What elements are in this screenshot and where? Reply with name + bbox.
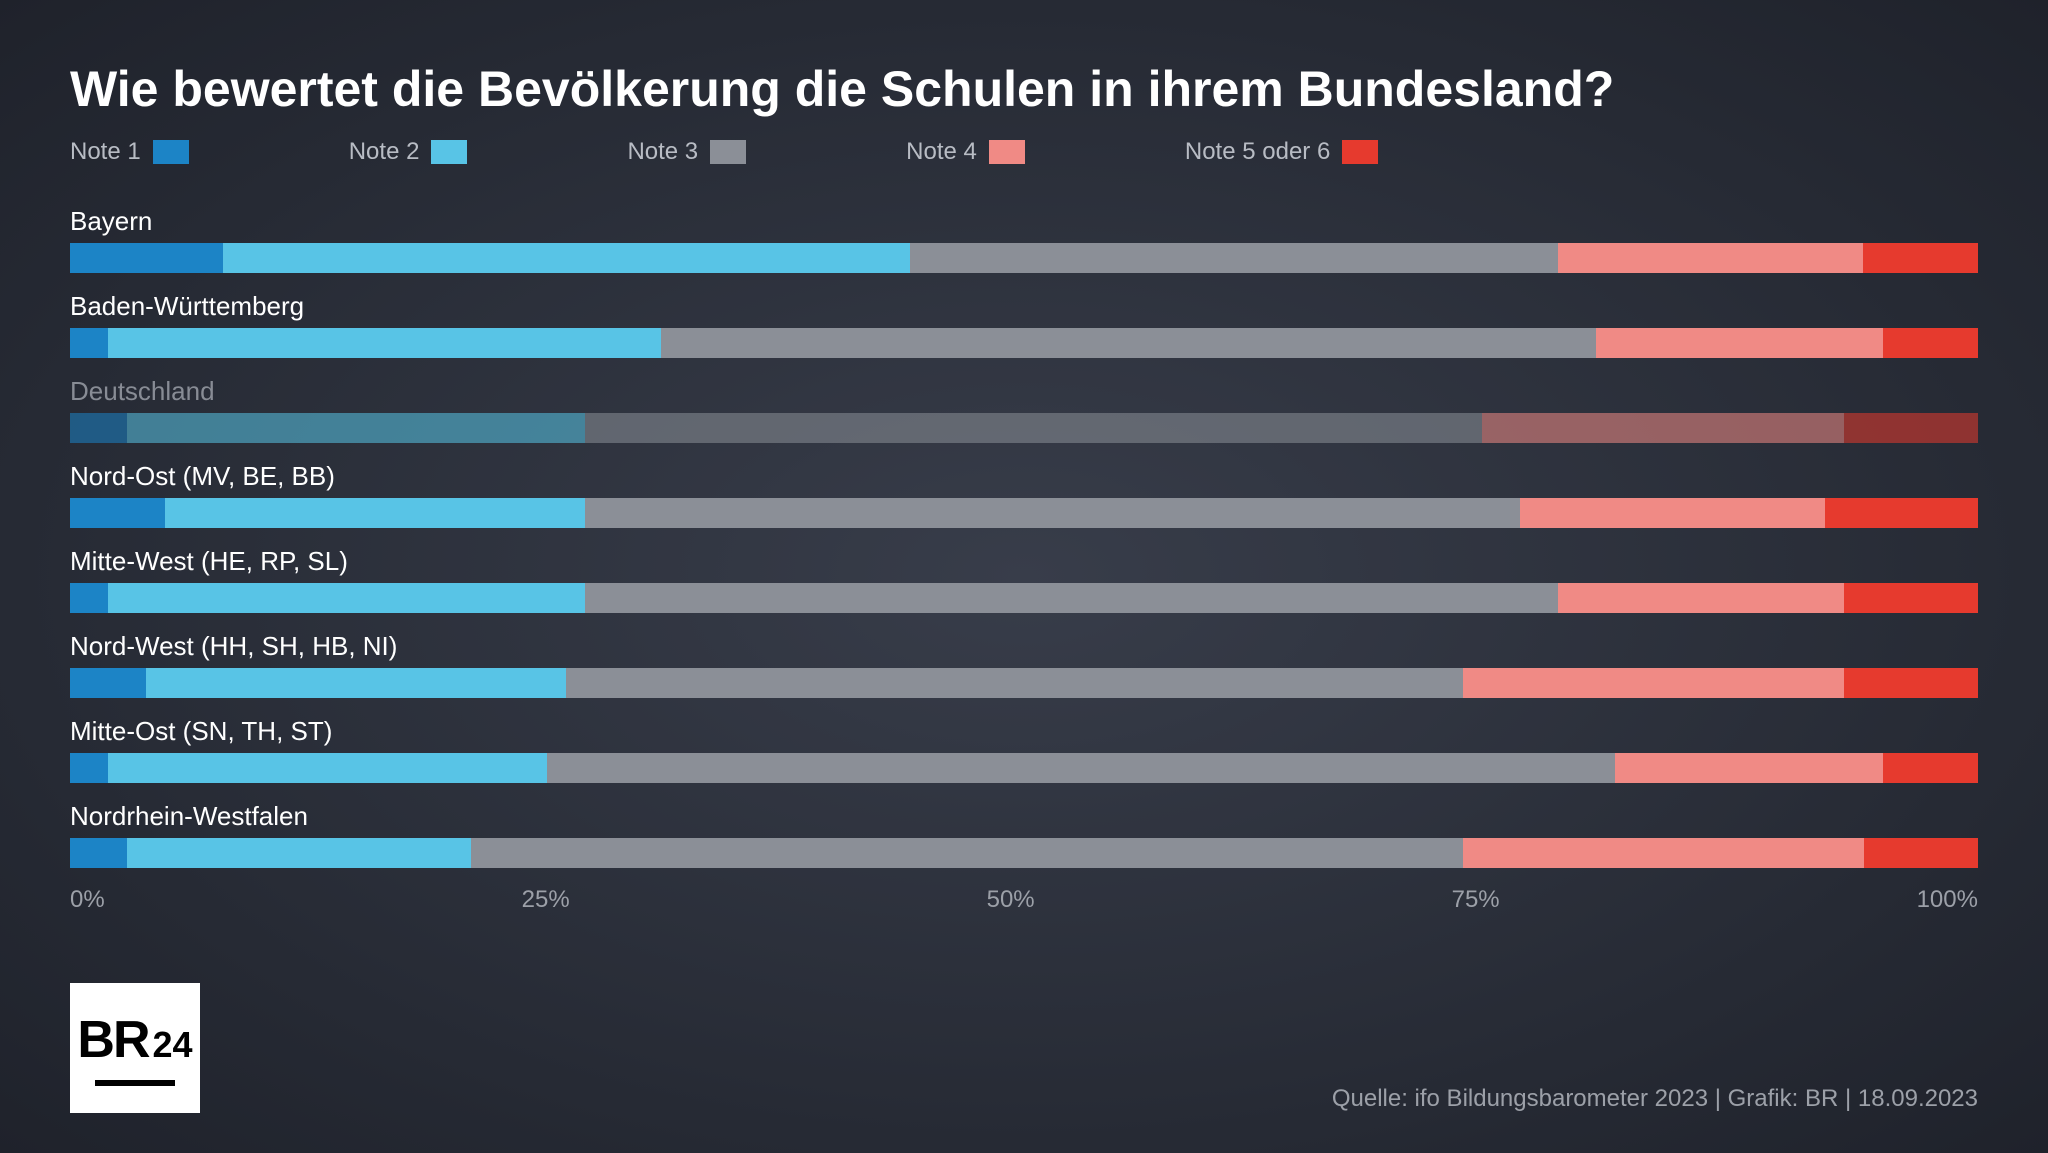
x-tick-label: 25% — [522, 886, 570, 914]
bar-segment — [1825, 498, 1978, 528]
stacked-bar — [70, 498, 1978, 528]
x-tick-label: 50% — [987, 886, 1035, 914]
stacked-bar — [70, 668, 1978, 698]
bar-segment — [1864, 838, 1978, 868]
bar-segment — [585, 583, 1558, 613]
legend-label: Note 5 oder 6 — [1185, 138, 1330, 166]
bar-row-label: Nordrhein-Westfalen — [70, 801, 1978, 832]
bar-segment — [1863, 243, 1977, 273]
x-tick-label: 100% — [1917, 886, 1978, 914]
logo-br-text: BR — [77, 1010, 148, 1070]
bar-chart: Bayern Baden-Württemberg Deutschland Nord-O… — [70, 206, 1978, 868]
legend-swatch — [431, 140, 467, 164]
bar-segment — [585, 498, 1520, 528]
bar-row-label: Bayern — [70, 206, 1978, 237]
bar-segment — [127, 413, 585, 443]
footer: BR 24 Quelle: ifo Bildungsbarometer 2023… — [70, 983, 1978, 1113]
stacked-bar — [70, 243, 1978, 273]
bar-segment — [70, 753, 108, 783]
bar-segment — [661, 328, 1596, 358]
bar-segment — [1463, 668, 1845, 698]
bar-row: Mitte-Ost (SN, TH, ST) — [70, 716, 1978, 783]
bar-segment — [1844, 668, 1978, 698]
bar-row: Nordrhein-Westfalen — [70, 801, 1978, 868]
bar-segment — [127, 838, 470, 868]
bar-segment — [70, 243, 223, 273]
bar-row: Deutschland — [70, 376, 1978, 443]
legend-swatch — [989, 140, 1025, 164]
bar-segment — [70, 413, 127, 443]
bar-segment — [1482, 413, 1845, 443]
bar-segment — [146, 668, 566, 698]
legend-swatch — [153, 140, 189, 164]
bar-segment — [1883, 753, 1978, 783]
bar-segment — [165, 498, 585, 528]
bar-segment — [910, 243, 1559, 273]
bar-row-label: Nord-Ost (MV, BE, BB) — [70, 461, 1978, 492]
bar-row: Nord-West (HH, SH, HB, NI) — [70, 631, 1978, 698]
legend-swatch — [1342, 140, 1378, 164]
legend-item: Note 5 oder 6 — [1185, 138, 1378, 166]
bar-row: Nord-Ost (MV, BE, BB) — [70, 461, 1978, 528]
br24-logo: BR 24 — [70, 983, 200, 1113]
bar-segment — [1844, 583, 1978, 613]
legend-label: Note 1 — [70, 138, 141, 166]
bar-segment — [70, 498, 165, 528]
legend-label: Note 4 — [906, 138, 977, 166]
bar-segment — [1844, 413, 1978, 443]
legend-item: Note 1 — [70, 138, 189, 166]
bar-segment — [566, 668, 1463, 698]
legend-label: Note 3 — [627, 138, 698, 166]
stacked-bar — [70, 753, 1978, 783]
bar-row: Baden-Württemberg — [70, 291, 1978, 358]
bar-segment — [70, 838, 127, 868]
stacked-bar — [70, 413, 1978, 443]
stacked-bar — [70, 328, 1978, 358]
bar-segment — [1596, 328, 1882, 358]
bar-segment — [223, 243, 910, 273]
bar-row-label: Deutschland — [70, 376, 1978, 407]
stacked-bar — [70, 583, 1978, 613]
bar-row-label: Baden-Württemberg — [70, 291, 1978, 322]
bar-segment — [1558, 243, 1863, 273]
source-text: Quelle: ifo Bildungsbarometer 2023 | Gra… — [1332, 1085, 1978, 1113]
bar-segment — [1615, 753, 1882, 783]
bar-segment — [108, 583, 585, 613]
logo-underline — [95, 1080, 175, 1086]
bar-segment — [108, 328, 661, 358]
bar-row-label: Nord-West (HH, SH, HB, NI) — [70, 631, 1978, 662]
legend-item: Note 4 — [906, 138, 1025, 166]
bar-segment — [70, 328, 108, 358]
chart-title: Wie bewertet die Bevölkerung die Schulen… — [70, 60, 1978, 118]
bar-segment — [547, 753, 1615, 783]
bar-row-label: Mitte-Ost (SN, TH, ST) — [70, 716, 1978, 747]
legend: Note 1 Note 2 Note 3 Note 4 Note 5 oder 6 — [70, 138, 1978, 166]
bar-segment — [70, 668, 146, 698]
x-tick-label: 75% — [1452, 886, 1500, 914]
bar-row-label: Mitte-West (HE, RP, SL) — [70, 546, 1978, 577]
bar-row: Bayern — [70, 206, 1978, 273]
bar-segment — [585, 413, 1482, 443]
x-tick-label: 0% — [70, 886, 105, 914]
bar-segment — [471, 838, 1463, 868]
logo-24-text: 24 — [153, 1024, 193, 1066]
x-axis: 0% 25% 50% 75% 100% — [70, 886, 1978, 914]
legend-label: Note 2 — [349, 138, 420, 166]
legend-item: Note 2 — [349, 138, 468, 166]
bar-segment — [1883, 328, 1978, 358]
bar-row: Mitte-West (HE, RP, SL) — [70, 546, 1978, 613]
bar-segment — [70, 583, 108, 613]
stacked-bar — [70, 838, 1978, 868]
bar-segment — [1558, 583, 1844, 613]
legend-swatch — [710, 140, 746, 164]
bar-segment — [1463, 838, 1864, 868]
bar-segment — [108, 753, 547, 783]
bar-segment — [1520, 498, 1825, 528]
legend-item: Note 3 — [627, 138, 746, 166]
